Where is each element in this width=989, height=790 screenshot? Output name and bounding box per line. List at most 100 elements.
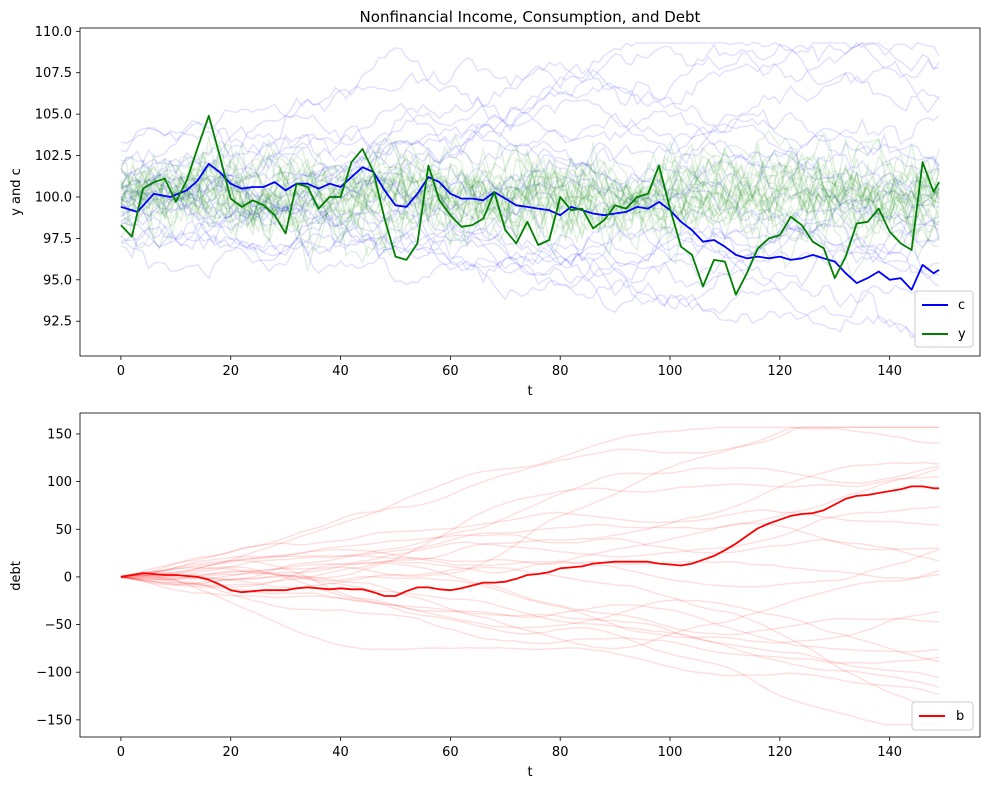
top-background-path: [120, 149, 940, 232]
bottom-background-path: [120, 561, 940, 644]
bottom-background-path: [120, 548, 940, 580]
top-background-path: [120, 137, 940, 247]
bottom-plot-frame: [79, 412, 981, 738]
top-background-path: [120, 143, 940, 266]
bottom-background-path: [120, 576, 940, 679]
top-background-path: [120, 147, 940, 241]
top-background-path: [120, 142, 940, 245]
top-background-path: [120, 110, 940, 186]
top-y-tick-label: 105.0: [35, 108, 72, 123]
bottom-background-path: [120, 559, 940, 726]
bottom-background-path: [120, 426, 940, 578]
bottom-x-tick-label: 60: [442, 745, 459, 760]
bottom-x-tick-label: 140: [877, 745, 902, 760]
top-background-path: [120, 138, 940, 250]
top-y-tick-label: 100.0: [35, 190, 72, 205]
bottom-background-path: [120, 426, 940, 577]
top-background-path: [120, 140, 940, 248]
top-background-path: [120, 198, 940, 289]
bottom-main-series: [120, 485, 940, 597]
top-background-path: [120, 153, 940, 263]
top-x-tick-label: 80: [552, 364, 569, 379]
top-x-tick-label: 40: [332, 364, 349, 379]
top-x-tick-label: 0: [117, 364, 125, 379]
bottom-x-tick-label: 20: [222, 745, 239, 760]
bottom-background-path: [120, 461, 940, 584]
top-x-tick-label: 100: [658, 364, 683, 379]
bottom-y-tick-label: 150: [47, 427, 72, 442]
top-x-ticks: 0 20 40 60 80 100 120 140: [117, 356, 902, 379]
top-y-tick-label: 102.5: [35, 149, 72, 164]
top-legend-label-c: c: [958, 298, 965, 313]
bottom-y-tick-label: −50: [45, 618, 72, 633]
top-background-path: [120, 173, 940, 281]
bottom-y-tick-label: −100: [36, 666, 72, 681]
top-background-path: [120, 195, 940, 286]
top-chart-title: Nonfinancial Income, Consumption, and De…: [360, 8, 701, 26]
bottom-legend: b: [911, 701, 974, 731]
bottom-background-path: [120, 569, 940, 650]
top-background-path: [120, 141, 940, 259]
bottom-y-tick-label: −150: [36, 713, 72, 728]
top-background-path: [120, 134, 940, 254]
top-background-path: [120, 206, 940, 347]
bottom-y-axis-label: debt: [9, 561, 24, 591]
bottom-background-path: [120, 567, 940, 636]
top-background-path: [120, 41, 940, 178]
top-background-path: [120, 165, 940, 258]
top-background-path: [120, 142, 940, 241]
bottom-y-tick-label: 100: [47, 475, 72, 490]
bottom-background-path: [120, 548, 940, 588]
bottom-background-path: [120, 522, 940, 581]
bottom-legend-label-b: b: [956, 709, 964, 724]
top-series-c-line: [120, 162, 940, 291]
top-background-path: [120, 211, 940, 297]
top-background-path: [120, 179, 940, 325]
bottom-background-path: [120, 570, 940, 688]
top-background-path: [120, 150, 940, 241]
top-x-tick-label: 20: [222, 364, 239, 379]
bottom-x-tick-label: 0: [117, 745, 125, 760]
bottom-x-tick-label: 40: [332, 745, 349, 760]
top-x-tick-label: 60: [442, 364, 459, 379]
top-background-path: [120, 131, 940, 258]
bottom-background-path: [120, 506, 940, 588]
top-background-path: [120, 169, 940, 347]
top-y-tick-label: 95.0: [43, 273, 72, 288]
bottom-background-path: [120, 566, 940, 714]
top-background-path: [120, 152, 940, 258]
bottom-background-path: [120, 468, 940, 585]
top-background-path: [120, 47, 940, 166]
top-y-tick-label: 97.5: [43, 232, 72, 247]
top-legend: c y: [914, 290, 974, 348]
top-background-path: [120, 108, 940, 190]
bottom-background-paths: [120, 426, 940, 726]
top-background-path: [120, 135, 940, 251]
top-background-path: [120, 147, 940, 265]
bottom-series-b-line: [120, 485, 940, 597]
top-y-axis-label: y and c: [9, 168, 24, 216]
bottom-background-path: [120, 466, 940, 577]
bottom-background-path: [120, 475, 940, 586]
top-background-path: [120, 129, 940, 257]
bottom-x-tick-label: 100: [658, 745, 683, 760]
bottom-background-path: [120, 426, 940, 579]
bottom-background-path: [120, 576, 940, 663]
bottom-x-tick-label: 80: [552, 745, 569, 760]
bottom-x-tick-label: 120: [767, 745, 792, 760]
top-background-path: [120, 122, 940, 192]
top-background-path: [120, 112, 940, 226]
bottom-x-ticks: 0 20 40 60 80 100 120 140: [117, 737, 902, 760]
bottom-background-path: [120, 575, 940, 664]
top-series-y-line: [120, 114, 940, 296]
top-plot-frame: [79, 27, 981, 357]
top-background-path: [120, 142, 940, 272]
top-background-path: [120, 60, 940, 208]
bottom-background-path: [120, 575, 940, 696]
top-background-path: [120, 155, 940, 264]
bottom-x-axis-label: t: [527, 765, 532, 780]
bottom-background-path: [120, 566, 940, 653]
top-plot-background: [80, 28, 980, 356]
top-background-path: [120, 165, 940, 243]
